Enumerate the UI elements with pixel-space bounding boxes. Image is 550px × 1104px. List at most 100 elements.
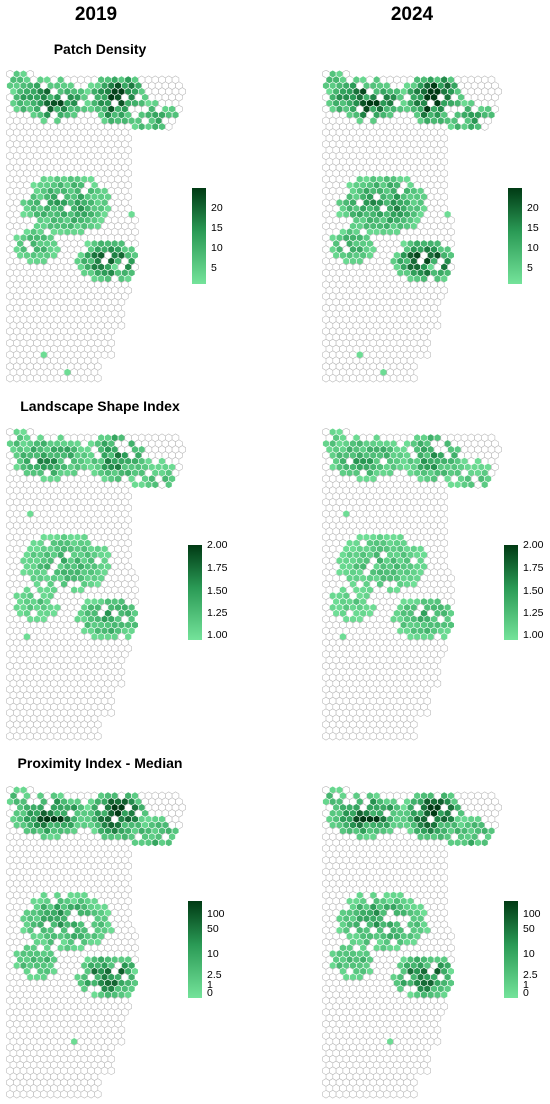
hex-cell: [329, 373, 337, 383]
hex-cell: [40, 373, 48, 383]
hex-cell: [19, 1089, 28, 1099]
hex-cell: [474, 122, 482, 131]
hex-cell: [342, 731, 350, 741]
hex-cell: [46, 373, 55, 383]
hex-cell: [369, 731, 378, 741]
hex-map-patch-density-2019: [6, 70, 186, 383]
hex-cell: [40, 1089, 48, 1099]
hex-cell: [362, 731, 371, 741]
hex-cell: [403, 373, 411, 383]
hex-cell: [33, 373, 41, 383]
hex-cell: [87, 731, 95, 741]
column-title-2024: 2024: [390, 4, 434, 25]
hex-cell: [460, 480, 469, 489]
hex-cell: [94, 731, 102, 741]
hex-cell: [158, 480, 166, 489]
hex-cell: [349, 731, 357, 741]
hex-cell: [26, 1089, 34, 1099]
hex-cell: [165, 480, 173, 489]
hex-cell: [481, 122, 489, 131]
hex-cell: [6, 373, 14, 383]
hex-cell: [131, 122, 139, 131]
hex-cell: [73, 1089, 82, 1099]
hex-cell: [94, 373, 102, 383]
hex-cell: [403, 731, 411, 741]
hex-cell: [100, 350, 109, 360]
hex-cell: [53, 731, 62, 741]
hex-cell: [117, 321, 126, 330]
hex-cell: [481, 480, 489, 489]
hex-cell: [73, 373, 82, 383]
hex-cell: [460, 122, 469, 131]
hex-cell: [165, 838, 173, 847]
hex-cell: [117, 679, 126, 688]
hex-map-landscape-shape-index-2024: [322, 428, 502, 741]
hex-cell: [53, 373, 62, 383]
hex-cell: [13, 1089, 21, 1099]
hex-cell: [67, 1089, 75, 1099]
hex-cell: [322, 373, 330, 383]
hex-cell: [46, 731, 55, 741]
hex-cell: [80, 373, 88, 383]
hex-cell: [356, 731, 364, 741]
hex-cell: [151, 122, 159, 131]
hex-cell: [67, 373, 75, 383]
hex-cell: [467, 480, 475, 489]
hex-cell: [33, 731, 41, 741]
hex-cell: [107, 708, 115, 718]
hex-cell: [342, 373, 350, 383]
hex-cell: [131, 838, 139, 847]
hex-cell: [80, 731, 88, 741]
hex-cell: [60, 731, 68, 741]
hex-cell: [165, 122, 173, 131]
hex-cell: [335, 731, 344, 741]
panel-title-proximity-index-median: Proximity Index - Median: [17, 755, 183, 771]
column-title-2019: 2019: [74, 4, 118, 25]
hex-cell: [73, 731, 82, 741]
hex-map-landscape-shape-index-2019: [6, 428, 186, 741]
hex-cell: [410, 373, 418, 383]
hex-cell: [158, 122, 166, 131]
hex-cell: [423, 708, 431, 718]
hex-cell: [335, 373, 344, 383]
hex-cell: [349, 373, 357, 383]
hex-cell: [26, 373, 34, 383]
hex-cell: [447, 480, 455, 489]
hex-cell: [151, 838, 159, 847]
hex-cell: [376, 731, 384, 741]
hex-cell: [433, 321, 442, 330]
hex-cell: [117, 1037, 126, 1046]
hex-cell: [144, 122, 153, 131]
hex-cell: [454, 122, 462, 131]
hex-cell: [138, 480, 146, 489]
hex-cell: [454, 480, 462, 489]
hex-cell: [60, 373, 68, 383]
hex-cell: [467, 122, 475, 131]
hex-cell: [19, 373, 28, 383]
hex-cell: [100, 1066, 109, 1076]
hex-cell: [356, 373, 364, 383]
hex-cell: [60, 1089, 68, 1099]
hex-cell: [80, 1089, 88, 1099]
hex-cell: [389, 731, 398, 741]
hex-cell: [396, 731, 404, 741]
hex-cell: [329, 731, 337, 741]
hex-cell: [433, 679, 442, 688]
hex-cell: [107, 350, 115, 360]
hex-cell: [138, 838, 146, 847]
hex-cell: [131, 480, 139, 489]
hex-cell: [53, 1089, 62, 1099]
hex-cell: [33, 1089, 41, 1099]
hex-cell: [376, 373, 384, 383]
hex-cell: [322, 731, 330, 741]
hex-cell: [19, 731, 28, 741]
panel-title-landscape-shape-index: Landscape Shape Index: [20, 398, 180, 414]
hex-cell: [144, 480, 153, 489]
hex-cell: [362, 373, 371, 383]
hex-cell: [389, 373, 398, 383]
hex-cell: [100, 708, 109, 718]
hex-cell: [40, 731, 48, 741]
hex-cell: [144, 838, 153, 847]
hex-map-proximity-index-2024: [322, 786, 502, 1099]
hex-cell: [6, 1089, 14, 1099]
